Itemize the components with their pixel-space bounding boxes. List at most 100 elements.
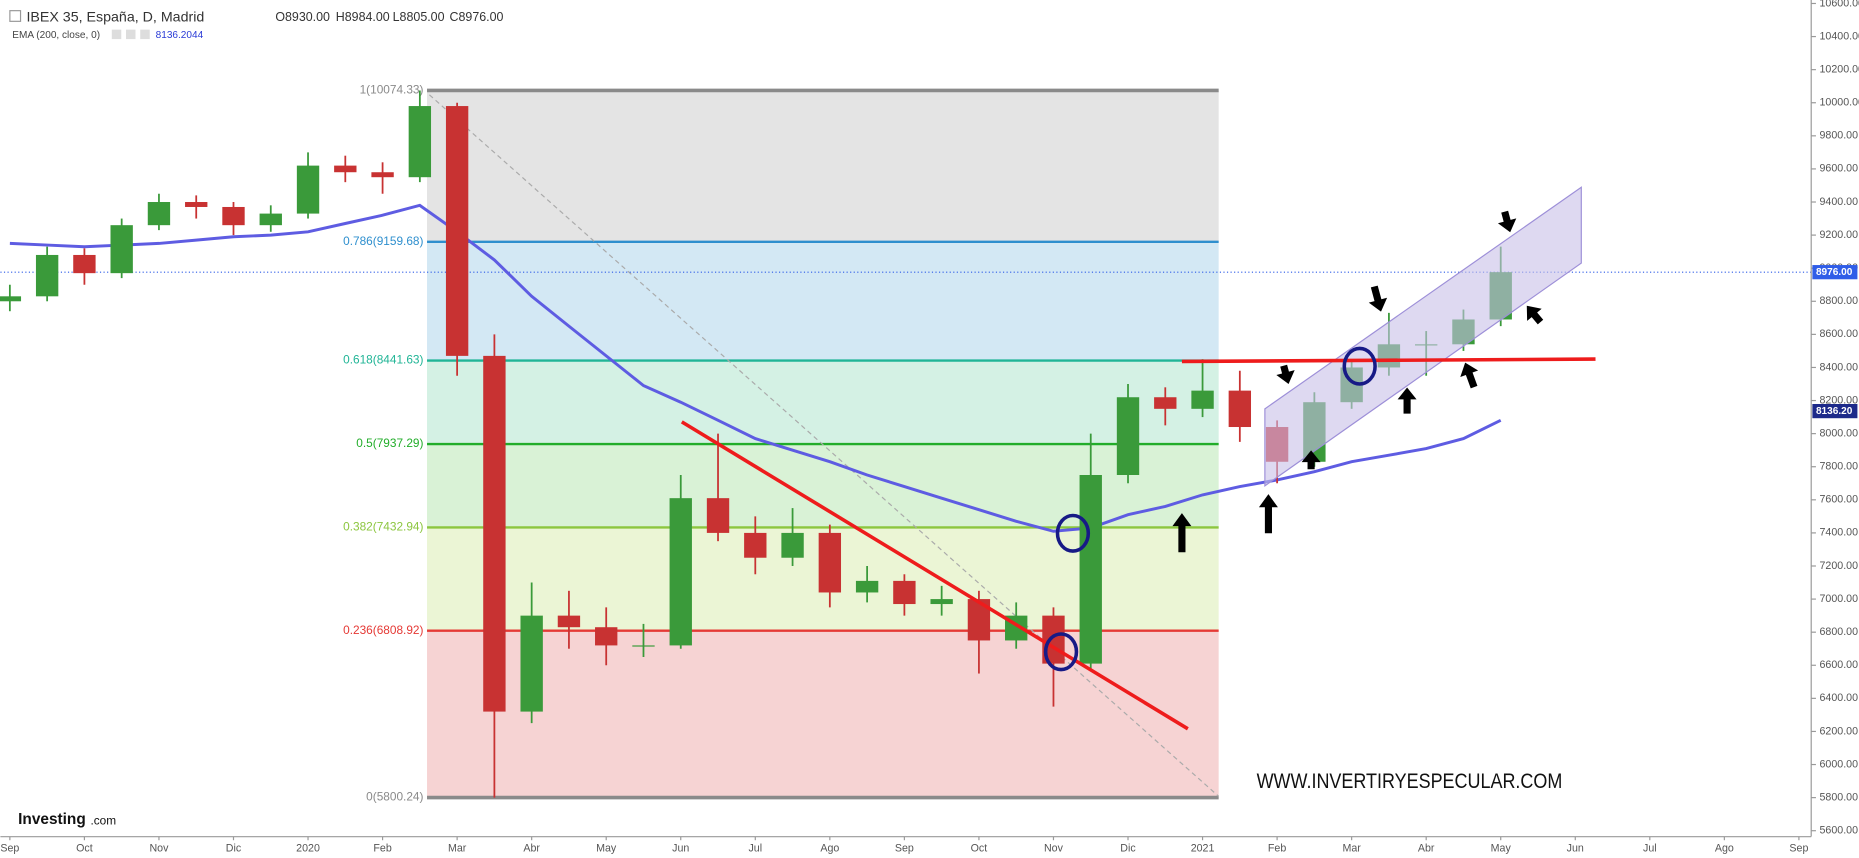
circle-marker — [1043, 632, 1079, 672]
logo: Investing .com — [18, 811, 116, 828]
x-tick-label: Sep — [1789, 842, 1808, 854]
fib-label: 0(5800.24) — [366, 790, 423, 804]
y-tick-label: 6400.00 — [1819, 692, 1858, 704]
y-tick-label: 9600.00 — [1819, 163, 1858, 175]
indicator-button[interactable] — [140, 29, 150, 40]
y-tick-label: 7600.00 — [1819, 494, 1858, 506]
y-tick-label: 7200.00 — [1819, 560, 1858, 572]
candle-body — [296, 165, 320, 214]
candle-body — [781, 532, 804, 558]
y-tick-label: 7800.00 — [1819, 461, 1858, 473]
candle-body — [110, 225, 133, 274]
y-tick-label: 5800.00 — [1819, 791, 1858, 803]
arrow — [1301, 450, 1321, 470]
candle-body — [371, 172, 394, 178]
y-tick-label: 8200.00 — [1819, 394, 1858, 406]
y-tick-label: 8800.00 — [1819, 295, 1858, 307]
y-tick-label: 8000.00 — [1819, 427, 1858, 439]
indicator-name: EMA (200, close, 0) — [12, 30, 100, 41]
candle-body — [632, 645, 655, 647]
fib-label: 0.618(8441.63) — [343, 353, 423, 367]
y-tick-label: 5600.00 — [1819, 825, 1858, 837]
ohlc-close: C8976.00 — [450, 10, 504, 24]
candle-body — [147, 202, 171, 226]
x-tick-label: Nov — [1044, 842, 1064, 854]
candle-body — [1116, 397, 1140, 476]
candle-body — [259, 213, 282, 226]
collapse-icon[interactable] — [9, 10, 22, 22]
header: IBEX 35, España, D, Madrid O8930.00 H898… — [9, 10, 504, 41]
y-tick-label: 10200.00 — [1819, 63, 1859, 75]
x-tick-label: May — [1491, 842, 1512, 854]
x-tick-label: Jul — [1643, 842, 1657, 854]
arrow — [1526, 305, 1544, 325]
arrows — [1172, 210, 1544, 553]
x-tick-label: Dic — [226, 842, 242, 854]
candle-body — [185, 202, 208, 207]
x-tick-label: Ago — [820, 842, 839, 854]
indicator-value: 8136.2044 — [156, 30, 204, 41]
candle-body — [408, 106, 432, 178]
x-tick-label: Sep — [895, 842, 914, 854]
candle-body — [0, 296, 22, 302]
candle-body — [669, 498, 692, 646]
x-tick-label: May — [596, 842, 617, 854]
candle-body — [73, 254, 96, 274]
fib-diagonal — [429, 94, 1220, 797]
fib-label: 0.382(7432.94) — [343, 520, 423, 534]
candle-body — [1079, 475, 1102, 664]
y-tick-label: 6600.00 — [1819, 659, 1858, 671]
y-tick-label: 6200.00 — [1819, 725, 1858, 737]
x-tick-label: Abr — [1418, 842, 1435, 854]
indicator-button[interactable] — [111, 29, 122, 40]
x-tick-label: Sep — [0, 842, 19, 854]
annotations: WWW.INVERTIRYESPECULAR.COM — [680, 186, 1596, 793]
arrow — [1397, 387, 1417, 414]
candle-body — [744, 532, 767, 558]
symbol: IBEX 35, España, D, Madrid — [26, 10, 204, 26]
ema-tag-label: 8136.20 — [1816, 406, 1853, 417]
candle-body — [35, 254, 59, 297]
x-tick-label: Ago — [1715, 842, 1734, 854]
x-tick-label: Jul — [748, 842, 762, 854]
ema-line — [9, 203, 1502, 533]
fib-zone — [427, 90, 1219, 242]
x-tick-label: Mar — [1342, 842, 1361, 854]
y-tick-label: 9400.00 — [1819, 196, 1858, 208]
candle-body — [855, 580, 879, 593]
candle-body — [706, 498, 730, 533]
trend-channel — [1264, 186, 1582, 488]
candle-body — [1154, 397, 1177, 409]
fib-label: 0.236(6808.92) — [343, 623, 423, 637]
y-tick-label: 10600.00 — [1819, 0, 1859, 9]
indicator-button[interactable] — [126, 29, 136, 40]
candle-body — [334, 165, 357, 173]
arrow — [1368, 285, 1388, 312]
candle-body — [930, 599, 953, 605]
y-tick-label: 8600.00 — [1819, 328, 1858, 340]
resistance-line — [1181, 357, 1596, 364]
candle-body — [1191, 390, 1214, 409]
candle-body — [445, 106, 469, 356]
fib-label: 1(10074.33) — [360, 83, 424, 97]
candle-body — [520, 615, 543, 712]
candle-body — [818, 532, 842, 593]
ema-tag-box — [1812, 403, 1858, 419]
x-tick-label: Dic — [1120, 842, 1136, 854]
ohlc-high: H8984.00 — [336, 10, 390, 24]
x-tick-label: Nov — [149, 842, 169, 854]
ohlc-open: O8930.00 — [275, 10, 330, 24]
y-tick-label: 6000.00 — [1819, 758, 1858, 770]
x-tick-label: Feb — [373, 842, 391, 854]
candle-body — [595, 627, 618, 646]
candle-body — [483, 355, 506, 712]
price-tag-label: 8976.00 — [1816, 267, 1853, 278]
arrow — [1172, 513, 1192, 553]
candle-body — [967, 599, 991, 641]
arrow — [1460, 362, 1479, 389]
x-tick-label: Abr — [523, 842, 540, 854]
circle-marker — [1342, 346, 1377, 386]
